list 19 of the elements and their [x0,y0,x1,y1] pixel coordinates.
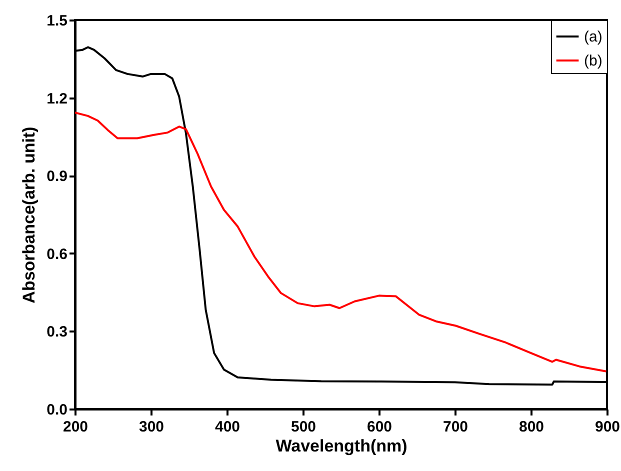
x-tick-label: 200 [62,418,88,436]
legend-label: (a) [584,28,602,46]
x-tick-label: 600 [366,418,392,436]
line-series [75,112,607,372]
x-tick-label: 300 [138,418,164,436]
x-tick-label: 900 [594,418,620,436]
y-tick-label: 0.0 [46,402,68,418]
y-tick-label: 1.5 [46,12,68,30]
x-tick-label: 700 [442,418,468,436]
x-tick-label: 800 [518,418,544,436]
y-tick-label: 0.3 [46,324,68,341]
y-tick-label: 0.9 [46,168,68,186]
y-axis-title: Absorbance(arb. unit) [20,126,39,304]
x-tick-label: 400 [214,418,240,436]
y-tick-label: 1.2 [46,90,68,108]
y-tick-label: 0.6 [46,246,68,263]
x-axis-title: Wavelength(nm) [276,436,408,456]
x-tick-label: 500 [290,418,316,436]
legend-label: (b) [584,52,602,70]
